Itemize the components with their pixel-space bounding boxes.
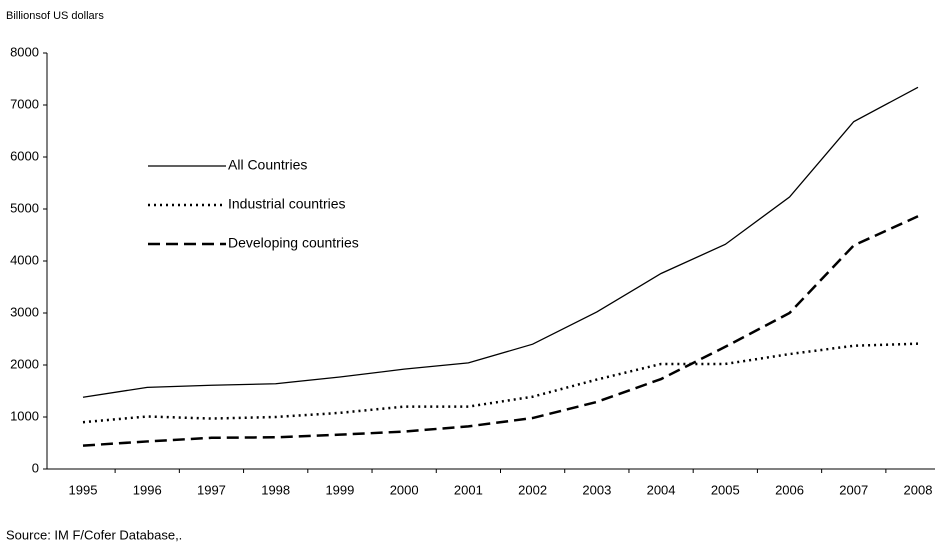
y-tick-label: 5000 — [10, 200, 39, 215]
x-tick-label: 2003 — [582, 482, 611, 497]
x-tick-label: 2007 — [839, 482, 868, 497]
y-tick-label: 7000 — [10, 96, 39, 111]
legend-label: All Countries — [228, 157, 307, 173]
x-tick-label: 1997 — [197, 482, 226, 497]
series-line — [82, 86, 919, 398]
x-tick-label: 2006 — [775, 482, 804, 497]
y-tick-label: 4000 — [10, 252, 39, 267]
x-tick-label: 2002 — [518, 482, 547, 497]
y-tick-label: 6000 — [10, 148, 39, 163]
y-tick-label: 1000 — [10, 408, 39, 423]
y-tick-label: 8000 — [10, 44, 39, 59]
x-tick-label: 1998 — [261, 482, 290, 497]
source-note: Source: IM F/Cofer Database,. — [6, 527, 182, 542]
x-tick-label: 2008 — [904, 482, 933, 497]
series-line — [82, 215, 919, 447]
x-tick-label: 1999 — [325, 482, 354, 497]
x-tick-label: 2000 — [390, 482, 419, 497]
x-tick-label: 2005 — [711, 482, 740, 497]
x-tick-label: 1995 — [69, 482, 98, 497]
y-tick-label: 3000 — [10, 304, 39, 319]
series-line — [82, 342, 919, 424]
y-axis-label: Billionsof US dollars — [6, 10, 104, 22]
x-tick-label: 2001 — [454, 482, 483, 497]
y-tick-label: 0 — [32, 460, 39, 475]
x-tick-label: 2004 — [647, 482, 676, 497]
x-tick-label: 1996 — [133, 482, 162, 497]
y-tick-label: 2000 — [10, 356, 39, 371]
legend-label: Developing countries — [228, 235, 359, 251]
legend-label: Industrial countries — [228, 196, 346, 212]
